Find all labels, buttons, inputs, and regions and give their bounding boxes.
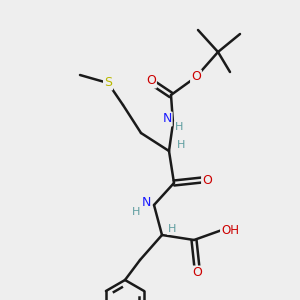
Text: H: H [175,122,183,132]
Text: O: O [192,266,202,280]
Text: H: H [177,140,185,150]
Text: H: H [168,224,176,234]
Text: N: N [162,112,172,125]
Text: O: O [191,70,201,83]
Text: H: H [132,207,140,217]
Text: N: N [141,196,151,208]
Text: OH: OH [221,224,239,236]
Text: S: S [104,76,112,89]
Text: O: O [202,173,212,187]
Text: O: O [146,74,156,88]
